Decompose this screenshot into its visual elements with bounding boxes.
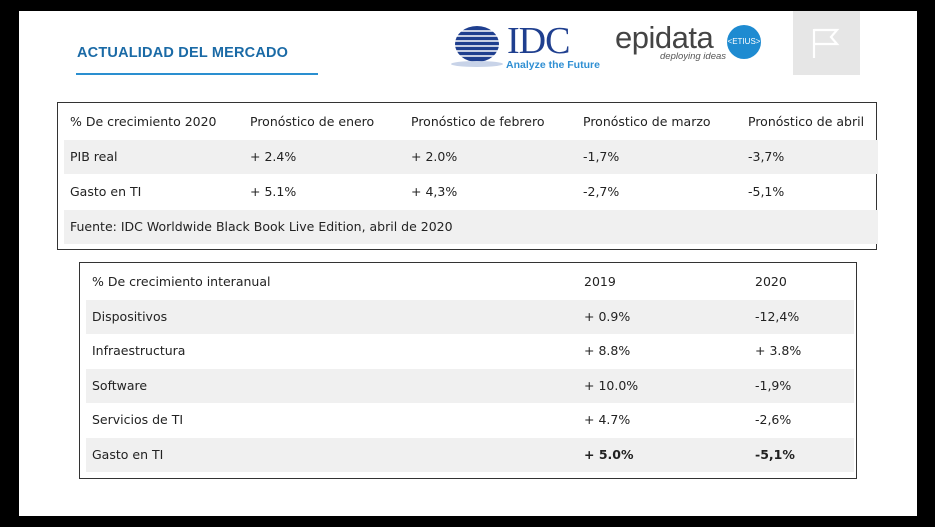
epidata-logo: epidata <ETIUS> deploying ideas (615, 21, 765, 71)
table-row: Servicios de TI + 4.7% -2,6% (86, 403, 854, 437)
table-row: Gasto en TI + 5.1% + 4,3% -2,7% -5,1% (64, 175, 878, 209)
cell-value: -1,9% (755, 378, 792, 393)
table-row: Dispositivos + 0.9% -12,4% (86, 300, 854, 334)
etius-badge: <ETIUS> (727, 25, 761, 59)
row-label: Servicios de TI (92, 412, 184, 427)
row-label: Gasto en TI (92, 447, 164, 462)
header-cell: Pronóstico de abril (748, 114, 865, 129)
cell-value: -1,7% (583, 149, 620, 164)
cell-value: -5,1% (755, 447, 795, 462)
cell-value: + 4,3% (411, 184, 458, 199)
yearly-growth-table: % De crecimiento interanual 2019 2020 Di… (79, 262, 857, 479)
cell-value: -5,1% (748, 184, 785, 199)
idc-tagline: Analyze the Future (506, 59, 600, 71)
idc-logo-text: IDC (507, 20, 570, 62)
page-title: ACTUALIDAD DEL MERCADO (77, 45, 289, 61)
row-label: Infraestructura (92, 343, 186, 358)
idc-globe-icon (449, 26, 505, 67)
cell-value: + 4.7% (584, 412, 631, 427)
flag-icon (812, 28, 840, 58)
table-header-row: % De crecimiento 2020 Pronóstico de ener… (64, 105, 870, 139)
cell-value: -3,7% (748, 149, 785, 164)
epidata-logo-text: epidata (615, 20, 714, 55)
cell-value: + 3.8% (755, 343, 802, 358)
cell-value: + 8.8% (584, 343, 631, 358)
table-row: Infraestructura + 8.8% + 3.8% (86, 334, 854, 368)
table-row-total: Gasto en TI + 5.0% -5,1% (86, 438, 854, 472)
row-label: Software (92, 378, 148, 393)
header-cell: Pronóstico de febrero (411, 114, 545, 129)
idc-logo: IDC Analyze the Future (449, 20, 600, 72)
slide: ACTUALIDAD DEL MERCADO IDC Analyze the F… (19, 11, 917, 516)
cell-value: + 2.4% (250, 149, 297, 164)
source-note: Fuente: IDC Worldwide Black Book Live Ed… (70, 219, 453, 234)
row-label: PIB real (70, 149, 118, 164)
cell-value: + 10.0% (584, 378, 639, 393)
cell-value: -12,4% (755, 309, 800, 324)
flag-button[interactable] (793, 11, 860, 75)
header-cell: Pronóstico de marzo (583, 114, 711, 129)
cell-value: + 2.0% (411, 149, 458, 164)
table-header-row: % De crecimiento interanual 2019 2020 (86, 265, 854, 299)
forecast-table: % De crecimiento 2020 Pronóstico de ener… (57, 102, 878, 250)
table-row: Software + 10.0% -1,9% (86, 369, 854, 403)
header-cell: Pronóstico de enero (250, 114, 375, 129)
cell-value: + 0.9% (584, 309, 631, 324)
header-cell: 2019 (584, 274, 616, 289)
table-source-row: Fuente: IDC Worldwide Black Book Live Ed… (64, 210, 878, 244)
cell-value: -2,6% (755, 412, 792, 427)
header-cell: % De crecimiento 2020 (70, 114, 217, 129)
row-label: Dispositivos (92, 309, 168, 324)
cell-value: + 5.1% (250, 184, 297, 199)
title-underline (76, 73, 318, 75)
header-cell: 2020 (755, 274, 787, 289)
row-label: Gasto en TI (70, 184, 142, 199)
cell-value: + 5.0% (584, 447, 634, 462)
header-cell: % De crecimiento interanual (92, 274, 271, 289)
cell-value: -2,7% (583, 184, 620, 199)
epidata-tagline: deploying ideas (660, 51, 727, 62)
table-row: PIB real + 2.4% + 2.0% -1,7% -3,7% (64, 140, 878, 174)
